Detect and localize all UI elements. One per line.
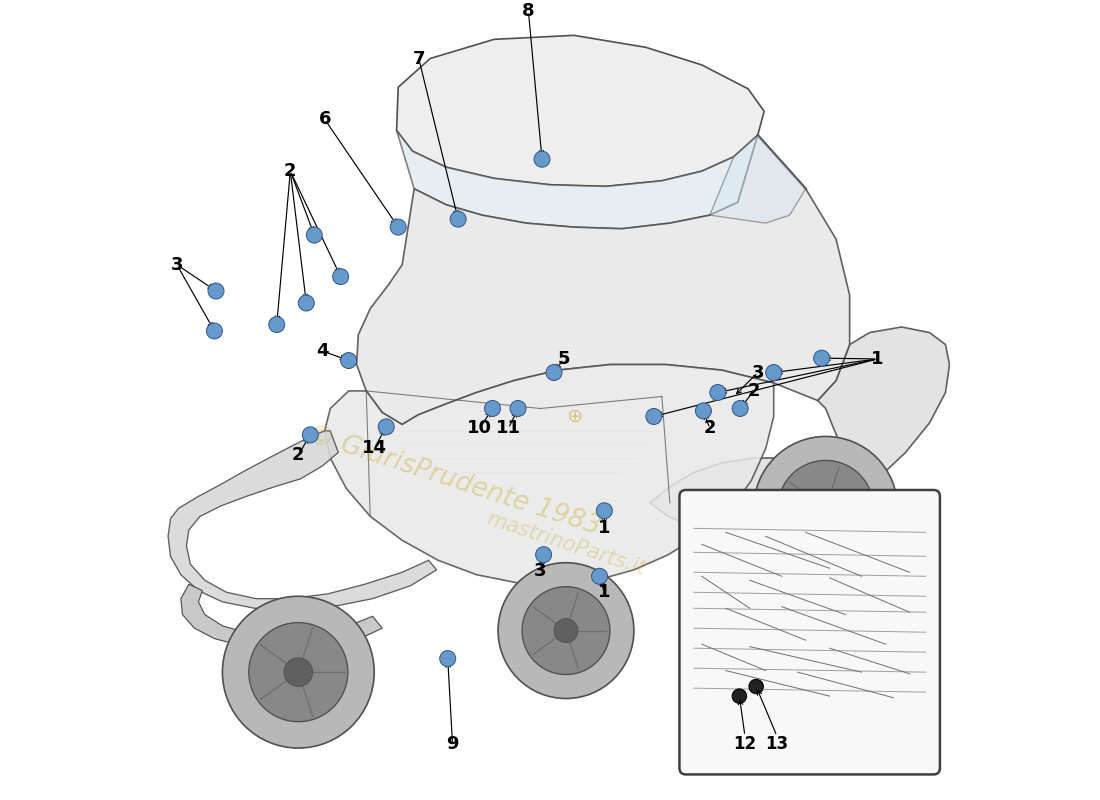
Circle shape — [695, 403, 712, 419]
Text: 5: 5 — [558, 350, 570, 368]
Circle shape — [306, 227, 322, 243]
Polygon shape — [180, 584, 382, 650]
Circle shape — [378, 419, 394, 435]
Text: 7: 7 — [412, 50, 426, 68]
Text: 4: 4 — [316, 342, 329, 360]
Text: 2: 2 — [293, 446, 305, 464]
Text: 3: 3 — [751, 363, 764, 382]
Text: 12: 12 — [734, 735, 757, 753]
Circle shape — [766, 365, 782, 381]
Text: 1: 1 — [598, 583, 611, 602]
Circle shape — [450, 211, 466, 227]
Polygon shape — [650, 327, 949, 532]
Circle shape — [222, 596, 374, 748]
Text: ⊕: ⊕ — [565, 407, 582, 426]
Circle shape — [710, 385, 726, 401]
Circle shape — [812, 494, 840, 522]
Polygon shape — [356, 135, 849, 425]
Circle shape — [268, 317, 285, 333]
FancyBboxPatch shape — [680, 490, 939, 774]
Circle shape — [749, 679, 763, 694]
Polygon shape — [324, 365, 773, 584]
Polygon shape — [397, 35, 764, 186]
Text: 3: 3 — [170, 256, 183, 274]
Circle shape — [534, 151, 550, 167]
Text: 2: 2 — [748, 382, 760, 400]
Circle shape — [554, 618, 578, 642]
Text: 13: 13 — [766, 735, 789, 753]
Circle shape — [522, 586, 609, 674]
Polygon shape — [397, 130, 758, 229]
Text: © GiurisPrudente 1983: © GiurisPrudente 1983 — [305, 421, 604, 540]
Text: 14: 14 — [362, 439, 387, 458]
Polygon shape — [710, 135, 805, 223]
Circle shape — [341, 353, 356, 369]
Circle shape — [646, 409, 662, 425]
Circle shape — [596, 502, 613, 518]
Circle shape — [390, 219, 406, 235]
Circle shape — [207, 323, 222, 339]
Text: 1: 1 — [871, 350, 883, 368]
Circle shape — [249, 622, 348, 722]
Text: 3: 3 — [535, 562, 547, 580]
Text: mastrinoParts.it: mastrinoParts.it — [484, 509, 648, 579]
Text: 6: 6 — [318, 110, 331, 128]
Circle shape — [733, 689, 747, 703]
Circle shape — [536, 546, 551, 562]
Polygon shape — [168, 431, 437, 610]
Text: 8: 8 — [522, 2, 535, 20]
Text: 9: 9 — [447, 735, 459, 753]
Text: 11: 11 — [496, 419, 521, 438]
Circle shape — [778, 461, 873, 556]
Circle shape — [546, 365, 562, 381]
Circle shape — [440, 650, 455, 666]
Text: 10: 10 — [468, 419, 492, 438]
Circle shape — [592, 568, 607, 584]
Text: 2: 2 — [704, 419, 716, 438]
Circle shape — [754, 437, 898, 580]
Circle shape — [733, 401, 748, 417]
Circle shape — [208, 283, 224, 299]
Circle shape — [510, 401, 526, 417]
Text: 1: 1 — [598, 519, 611, 538]
Circle shape — [302, 427, 318, 443]
Circle shape — [284, 658, 312, 686]
Circle shape — [484, 401, 500, 417]
Text: 2: 2 — [284, 162, 297, 180]
Circle shape — [298, 295, 315, 311]
Circle shape — [498, 562, 634, 698]
Circle shape — [332, 269, 349, 285]
Circle shape — [814, 350, 829, 366]
